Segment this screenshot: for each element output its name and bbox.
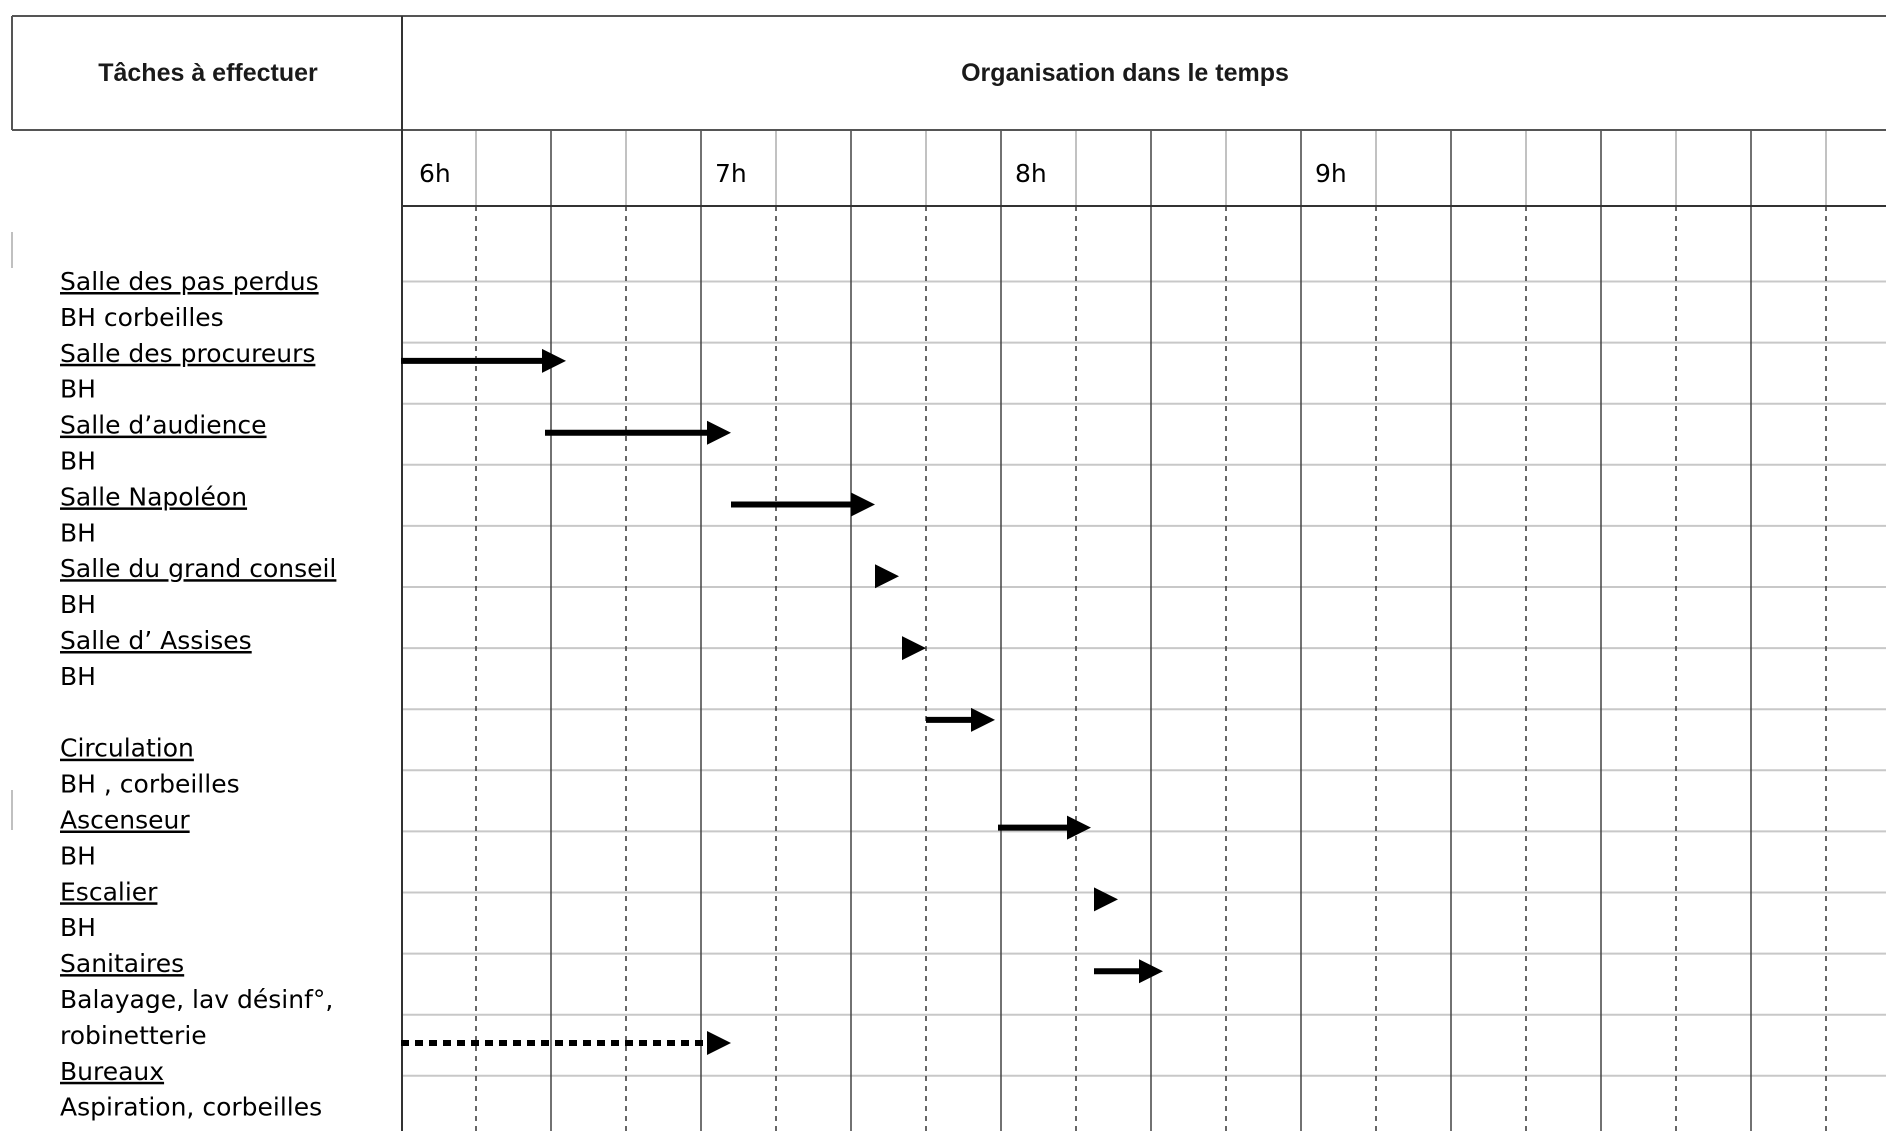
- task-area-label: Circulation: [60, 734, 194, 763]
- task-area-label: Salle du grand conseil: [60, 554, 336, 583]
- task-bar-arrowhead: [851, 492, 875, 517]
- task-action-label: robinetterie: [60, 1021, 207, 1050]
- task-area-label: Salle des pas perdus: [60, 267, 319, 296]
- task-action-label: BH corbeilles: [60, 303, 224, 332]
- task-action-label: BH: [60, 447, 96, 476]
- task-bar-arrowhead: [1067, 815, 1091, 840]
- task-labels: Salle des pas perdus BH corbeilles Salle d…: [60, 267, 336, 1122]
- task-area-label: Sanitaires: [60, 949, 184, 978]
- task-action-label: Aspiration, corbeilles: [60, 1093, 322, 1122]
- task-action-label: BH: [60, 662, 96, 691]
- task-bar-arrowhead: [707, 420, 731, 445]
- hour-label: 8h: [1015, 159, 1047, 188]
- task-area-label: Salle des procureurs: [60, 339, 315, 368]
- task-bar-arrowhead: [542, 348, 566, 373]
- hour-label: 6h: [419, 159, 451, 188]
- task-bars: [401, 348, 1163, 1055]
- task-bar-arrowhead: [707, 1031, 731, 1055]
- task-area-label: Salle d’ Assises: [60, 626, 252, 655]
- task-action-label: BH: [60, 913, 96, 942]
- hour-labels: 6h 7h 8h 9h: [419, 159, 1347, 188]
- task-action-label: BH: [60, 518, 96, 547]
- hour-label: 7h: [715, 159, 747, 188]
- task-area-label: Salle d’audience: [60, 411, 267, 440]
- task-action-label: BH: [60, 590, 96, 619]
- task-bar-arrowhead: [902, 636, 926, 661]
- task-bar-arrowhead: [1139, 959, 1163, 984]
- task-bar-arrowhead: [971, 707, 995, 732]
- table-frame: [11, 15, 1886, 1131]
- tasks-column-title: Tâches à effectuer: [98, 59, 318, 87]
- grid-layer: [402, 131, 1886, 1131]
- task-bar-arrowhead: [875, 564, 899, 589]
- task-area-label: Ascenseur: [60, 806, 190, 835]
- hour-label: 9h: [1315, 159, 1347, 188]
- time-column-title: Organisation dans le temps: [961, 59, 1289, 87]
- task-action-label: BH , corbeilles: [60, 770, 240, 799]
- task-area-label: Escalier: [60, 877, 158, 906]
- task-area-label: Salle Napoléon: [60, 482, 247, 511]
- task-action-label: Balayage, lav désinf°,: [60, 985, 333, 1014]
- task-action-label: BH: [60, 841, 96, 870]
- task-bar-arrowhead: [1094, 887, 1118, 912]
- task-action-label: BH: [60, 375, 96, 404]
- task-area-label: Bureaux: [60, 1057, 164, 1086]
